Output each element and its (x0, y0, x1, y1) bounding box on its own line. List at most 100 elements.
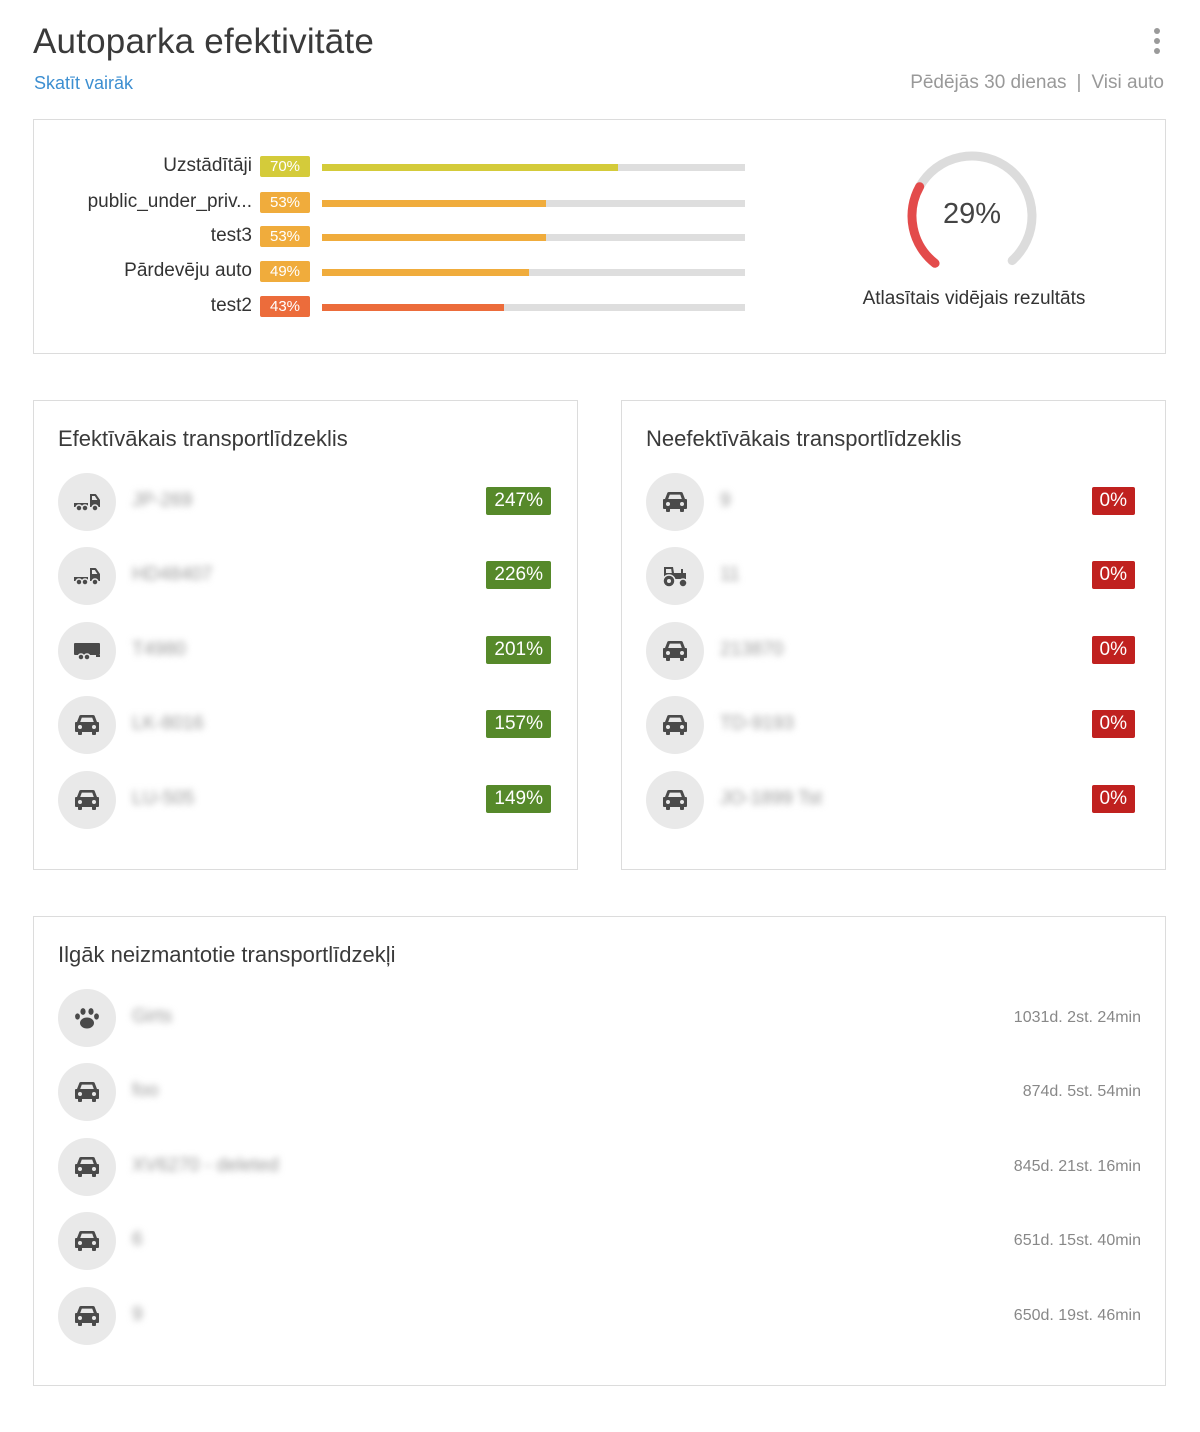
efficiency-badge: 0% (1092, 710, 1135, 738)
vehicle-name: foo (132, 1080, 158, 1102)
group-bar-fill (322, 200, 546, 207)
efficiency-badge: 149% (486, 785, 551, 813)
group-label: test3 (211, 224, 252, 248)
efficiency-badge: 157% (486, 710, 551, 738)
vehicle-row[interactable]: 9 650d. 19st. 46min (58, 1287, 1141, 1345)
efficiency-badge: 0% (1092, 636, 1135, 664)
vehicle-row[interactable]: T4980 201% (58, 622, 551, 680)
vehicle-name: Girts (132, 1006, 172, 1028)
idle-duration: 1031d. 2st. 24min (1014, 1009, 1141, 1027)
efficiency-badge: 0% (1092, 561, 1135, 589)
car-icon (58, 1138, 116, 1196)
truck-icon (58, 473, 116, 531)
period-filter[interactable]: Pēdējās 30 dienas (910, 72, 1066, 94)
group-bar-row[interactable]: Pārdevēju auto 49% (34, 259, 754, 283)
vehicle-row[interactable]: TD-9193 0% (646, 696, 1135, 754)
vehicle-name: 9 (132, 1304, 143, 1326)
group-label: test2 (211, 294, 252, 318)
vehicle-row[interactable]: 213870 0% (646, 622, 1135, 680)
worst-vehicles-card: Neefektīvākais transportlīdzeklis 9 0% 1… (621, 400, 1166, 870)
vehicle-name: 6 (132, 1229, 143, 1251)
vehicle-name: LU-505 (132, 788, 194, 810)
group-bar-row[interactable]: public_under_priv... 53% (34, 190, 754, 214)
group-percent-badge: 43% (260, 296, 310, 317)
car-icon (58, 1287, 116, 1345)
group-bar-row[interactable]: Uzstādītāji 70% (34, 154, 754, 178)
vehicle-row[interactable]: 9 0% (646, 473, 1135, 531)
efficiency-badge: 0% (1092, 487, 1135, 515)
group-bar-fill (322, 164, 618, 171)
idle-duration: 874d. 5st. 54min (1023, 1083, 1141, 1101)
group-bar-track (322, 164, 745, 171)
car-icon (58, 771, 116, 829)
vehicle-name: XV6270 - deleted (132, 1155, 279, 1177)
group-label: Pārdevēju auto (124, 259, 252, 283)
vehicle-name: HD48407 (132, 564, 212, 586)
vehicle-row[interactable]: Girts 1031d. 2st. 24min (58, 989, 1141, 1047)
best-card-title: Efektīvākais transportlīdzeklis (58, 426, 348, 452)
vehicle-name: 11 (720, 564, 740, 586)
efficiency-badge: 226% (486, 561, 551, 589)
car-icon (646, 473, 704, 531)
group-label: Uzstādītāji (163, 154, 252, 178)
group-bar-row[interactable]: test2 43% (34, 294, 754, 318)
group-bar-fill (322, 304, 504, 311)
vehicle-row[interactable]: JP-269 247% (58, 473, 551, 531)
group-percent-badge: 53% (260, 192, 310, 213)
vehicle-row[interactable]: LK-8016 157% (58, 696, 551, 754)
average-caption: Atlasītais vidējais rezultāts (814, 288, 1134, 310)
more-options-icon[interactable] (1148, 26, 1166, 56)
group-percent-badge: 70% (260, 156, 310, 177)
idle-duration: 651d. 15st. 40min (1014, 1232, 1141, 1250)
worst-card-title: Neefektīvākais transportlīdzeklis (646, 426, 961, 452)
car-icon (58, 696, 116, 754)
efficiency-badge: 0% (1092, 785, 1135, 813)
group-bar-track (322, 234, 745, 241)
vehicle-row[interactable]: JO-1899 Tst 0% (646, 771, 1135, 829)
vehicle-row[interactable]: HD48407 226% (58, 547, 551, 605)
group-percent-badge: 53% (260, 226, 310, 247)
filter-bar: Pēdējās 30 dienas | Visi auto (910, 72, 1164, 94)
group-bar-track (322, 200, 745, 207)
vehicle-row[interactable]: XV6270 - deleted 845d. 21st. 16min (58, 1138, 1141, 1196)
group-bar-fill (322, 234, 546, 241)
car-icon (646, 622, 704, 680)
vehicle-name: TD-9193 (720, 713, 794, 735)
group-bar-track (322, 304, 745, 311)
vehicle-name: T4980 (132, 639, 186, 661)
car-icon (58, 1063, 116, 1121)
group-bar-row[interactable]: test3 53% (34, 224, 754, 248)
group-label: public_under_priv... (88, 190, 252, 214)
trailer-truck-icon (58, 622, 116, 680)
vehicle-name: 213870 (720, 639, 783, 661)
vehicle-row[interactable]: LU-505 149% (58, 771, 551, 829)
vehicle-name: 9 (720, 490, 731, 512)
vehicle-row[interactable]: 11 0% (646, 547, 1135, 605)
idle-vehicles-card: Ilgāk neizmantotie transportlīdzekļi Gir… (33, 916, 1166, 1386)
vehicle-filter[interactable]: Visi auto (1091, 72, 1164, 94)
page-title: Autoparka efektivitāte (33, 22, 374, 62)
car-icon (646, 696, 704, 754)
group-percent-badge: 49% (260, 261, 310, 282)
group-bar-fill (322, 269, 529, 276)
vehicle-name: LK-8016 (132, 713, 204, 735)
vehicle-row[interactable]: 6 651d. 15st. 40min (58, 1212, 1141, 1270)
group-bar-track (322, 269, 745, 276)
efficiency-badge: 247% (486, 487, 551, 515)
car-icon (58, 1212, 116, 1270)
vehicle-row[interactable]: foo 874d. 5st. 54min (58, 1063, 1141, 1121)
filter-separator: | (1077, 72, 1082, 94)
efficiency-badge: 201% (486, 636, 551, 664)
efficiency-overview-card: Uzstādītāji 70% public_under_priv... 53%… (33, 119, 1166, 354)
paw-icon (58, 989, 116, 1047)
idle-card-title: Ilgāk neizmantotie transportlīdzekļi (58, 942, 396, 968)
car-icon (646, 771, 704, 829)
tractor-icon (646, 547, 704, 605)
best-vehicles-card: Efektīvākais transportlīdzeklis JP-269 2… (33, 400, 578, 870)
vehicle-name: JP-269 (132, 490, 192, 512)
vehicle-name: JO-1899 Tst (720, 788, 822, 810)
truck-icon (58, 547, 116, 605)
idle-duration: 650d. 19st. 46min (1014, 1307, 1141, 1325)
idle-duration: 845d. 21st. 16min (1014, 1158, 1141, 1176)
view-more-link[interactable]: Skatīt vairāk (34, 73, 133, 94)
